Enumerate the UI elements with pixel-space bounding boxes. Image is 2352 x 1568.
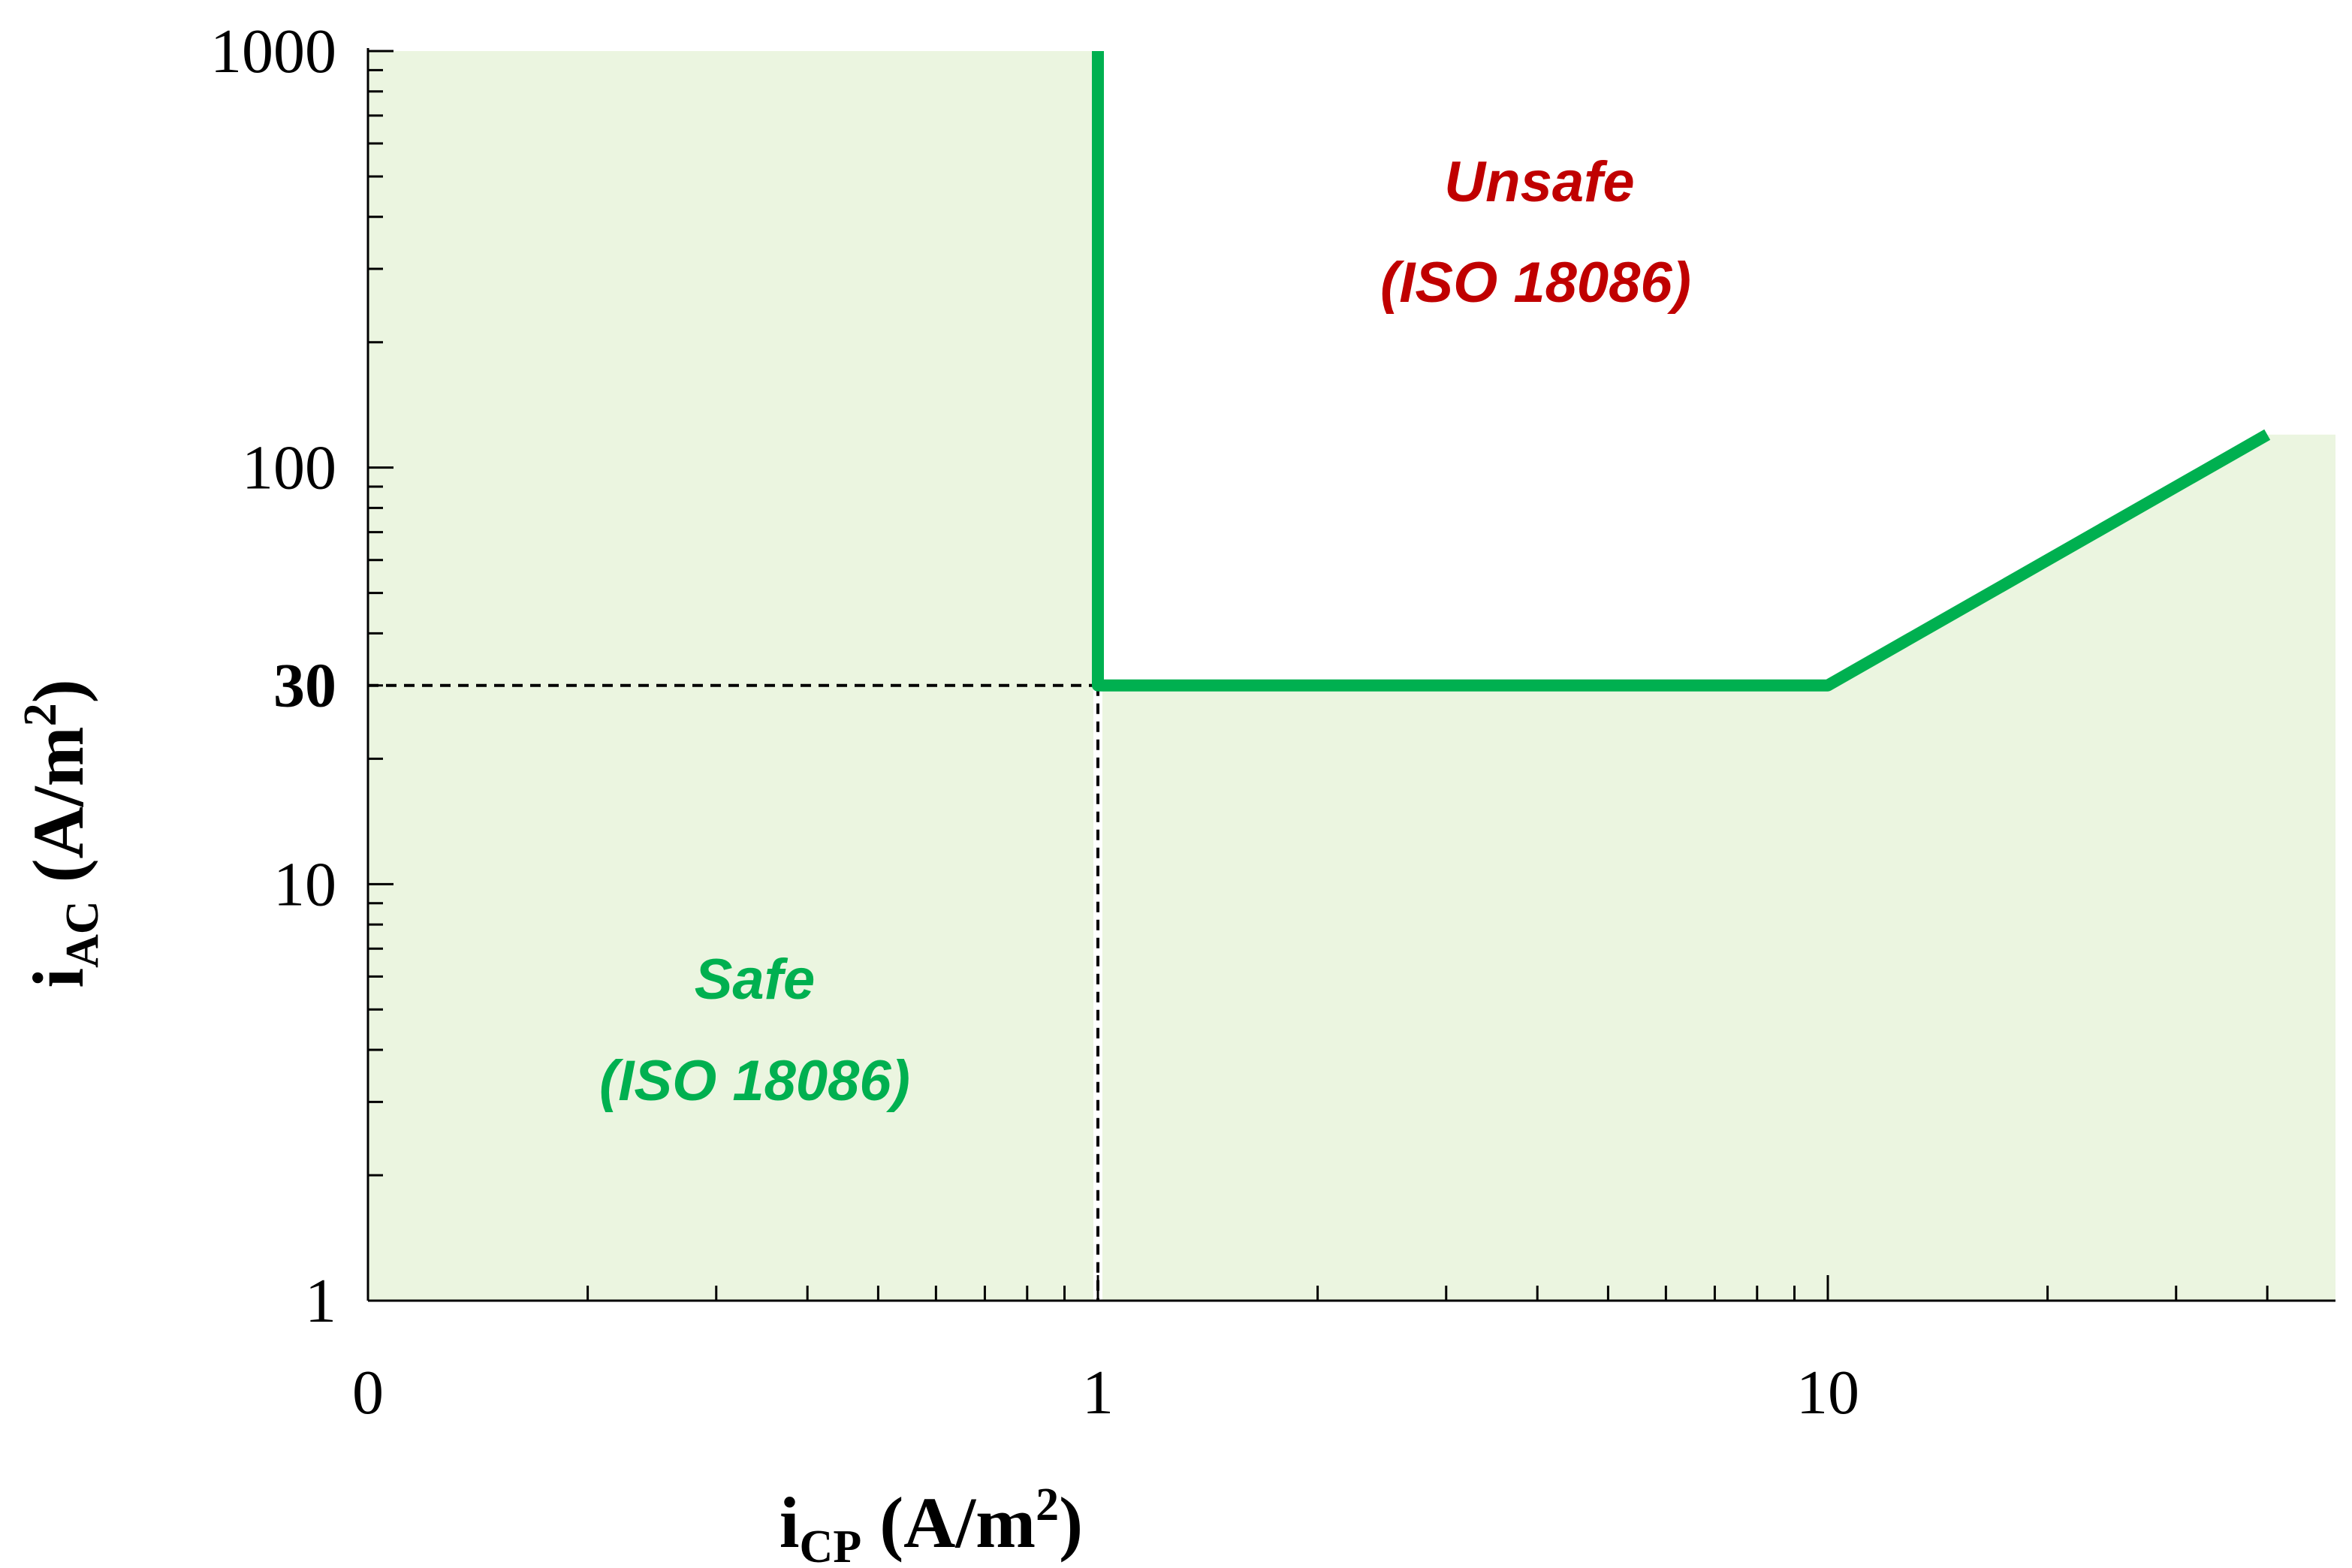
threshold-line xyxy=(1092,51,2271,692)
x-tick-label: 10 xyxy=(1796,1358,1859,1428)
x-axis-title-close: ) xyxy=(1059,1482,1083,1563)
threshold-curve xyxy=(1092,51,2271,692)
x-axis-title-sub: CP xyxy=(800,1521,862,1568)
y-axis-title-sup: 2 xyxy=(15,703,66,726)
y-axis-title-main: i xyxy=(18,968,98,988)
y-tick-label: 1000 xyxy=(210,17,336,86)
x-axis-title-main: i xyxy=(779,1482,800,1563)
safe-region xyxy=(368,51,2335,1301)
x-tick-label: 1 xyxy=(1082,1358,1114,1428)
y-axis-title-close: ) xyxy=(18,679,98,703)
x-tick-label: 0 xyxy=(352,1358,384,1428)
x-axis-title: iCP (A/m2) xyxy=(779,1479,1083,1568)
unsafe-label-line2: (ISO 18086) xyxy=(1380,251,1691,315)
axes xyxy=(366,48,2335,1302)
unsafe-label-line1: Unsafe xyxy=(1444,150,1634,214)
y-tick-label: 100 xyxy=(242,433,336,503)
safe-label-line2: (ISO 18086) xyxy=(599,1049,910,1113)
x-tick-labels: 0 1 10 xyxy=(352,1358,1859,1428)
y-tick-label: 1 xyxy=(305,1266,336,1336)
safe-label-line1: Safe xyxy=(695,948,816,1012)
y-axis-title: iAC (A/m2) xyxy=(15,679,108,988)
x-axis-title-sup: 2 xyxy=(1036,1479,1059,1530)
y-axis-title-sub: AC xyxy=(57,900,108,968)
y-tick-label: 10 xyxy=(273,849,336,919)
safe-region-left xyxy=(368,51,1093,1301)
y-tick-labels: 1 10 30 100 1000 xyxy=(210,17,336,1336)
x-axis-title-unit: (A/m xyxy=(861,1482,1036,1563)
reference-lines xyxy=(368,683,1099,1301)
y-tick-label: 30 xyxy=(273,651,336,721)
y-axis-title-unit: (A/m xyxy=(18,726,98,900)
safe-region-right xyxy=(1102,434,2335,1301)
